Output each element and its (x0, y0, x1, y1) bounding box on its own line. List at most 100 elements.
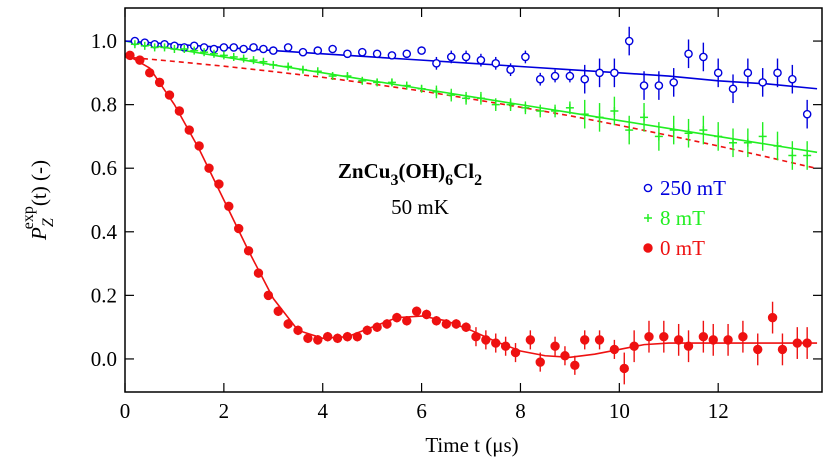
legend-label: 8 mT (660, 206, 705, 230)
data-point (565, 71, 575, 81)
data-point (145, 68, 155, 78)
x-tick-label: 12 (708, 399, 729, 423)
data-point (140, 41, 149, 50)
data-point (803, 151, 812, 160)
data-point (446, 52, 456, 62)
data-point (643, 243, 653, 253)
y-label-sup: exp (20, 206, 37, 229)
data-point (551, 106, 560, 115)
data-point (229, 52, 238, 61)
data-point (758, 132, 767, 141)
data-point (313, 46, 323, 55)
data-point (180, 45, 189, 54)
data-point (491, 338, 501, 348)
data-point (184, 125, 194, 135)
data-point (283, 43, 293, 52)
data-point (298, 65, 307, 74)
data-point (273, 306, 283, 316)
data-point (595, 113, 604, 122)
data-point (219, 43, 229, 52)
data-point (417, 84, 426, 93)
data-point (580, 74, 590, 84)
data-point (372, 322, 382, 332)
data-point (535, 357, 545, 367)
data-point (594, 335, 605, 345)
data-point (382, 319, 392, 329)
data-point (619, 363, 629, 374)
data-point (728, 84, 738, 94)
x-tick-label: 6 (416, 399, 427, 423)
data-point (699, 52, 708, 62)
data-point (461, 52, 471, 62)
compound-sub: 3 (390, 172, 398, 189)
data-point (580, 110, 589, 119)
data-point (209, 49, 218, 58)
temperature-label: 50 mK (391, 195, 449, 219)
fit-line (125, 53, 818, 359)
compound-part: Cl (453, 159, 474, 183)
x-axis-label: Time t (μs) (425, 433, 518, 457)
data-point (777, 344, 788, 355)
data-point (624, 36, 634, 46)
data-point (239, 44, 248, 54)
data-point (229, 43, 239, 52)
data-point (521, 52, 530, 62)
data-point (451, 319, 461, 329)
data-point (773, 68, 782, 78)
data-point (699, 126, 708, 135)
data-point (392, 312, 402, 323)
data-point (491, 100, 500, 109)
data-point (506, 65, 515, 74)
data-point (432, 87, 441, 96)
data-point (154, 77, 165, 88)
data-point (421, 309, 432, 320)
data-point (303, 333, 313, 343)
data-point (510, 347, 521, 358)
data-point (792, 338, 802, 348)
data-point (580, 335, 590, 345)
data-point (713, 68, 723, 78)
data-point (673, 335, 684, 345)
data-point (767, 312, 778, 323)
data-point (788, 151, 797, 160)
data-point (342, 331, 353, 342)
plot-frame (124, 7, 823, 393)
data-point (343, 49, 352, 59)
data-point (259, 44, 268, 54)
data-point (610, 106, 619, 115)
data-point (698, 331, 709, 342)
data-point (259, 57, 268, 66)
data-point (639, 81, 649, 90)
data-point (729, 138, 738, 147)
data-point (550, 341, 560, 351)
data-point (411, 306, 422, 316)
data-point (293, 325, 303, 336)
data-point (441, 319, 452, 329)
plot-area (125, 26, 818, 385)
data-point (743, 138, 752, 147)
data-point (372, 49, 382, 59)
data-point (640, 113, 649, 122)
data-point (313, 67, 322, 76)
data-point (373, 78, 382, 87)
compound-sub: 2 (474, 172, 482, 189)
y-label-symbol: P (27, 227, 51, 241)
data-point (402, 81, 411, 90)
data-point (550, 71, 560, 81)
data-point (322, 331, 333, 342)
data-point (506, 100, 515, 109)
data-point (644, 331, 654, 342)
data-point (714, 132, 723, 141)
data-point (738, 331, 748, 342)
data-point (269, 60, 278, 69)
data-point (802, 109, 812, 119)
fit-line (125, 40, 818, 154)
data-point (243, 246, 254, 256)
data-point (219, 51, 228, 60)
data-point (249, 43, 258, 52)
data-point (284, 62, 293, 71)
data-point (500, 341, 511, 351)
compound-part: ZnCu (338, 159, 391, 183)
data-point (263, 290, 274, 301)
